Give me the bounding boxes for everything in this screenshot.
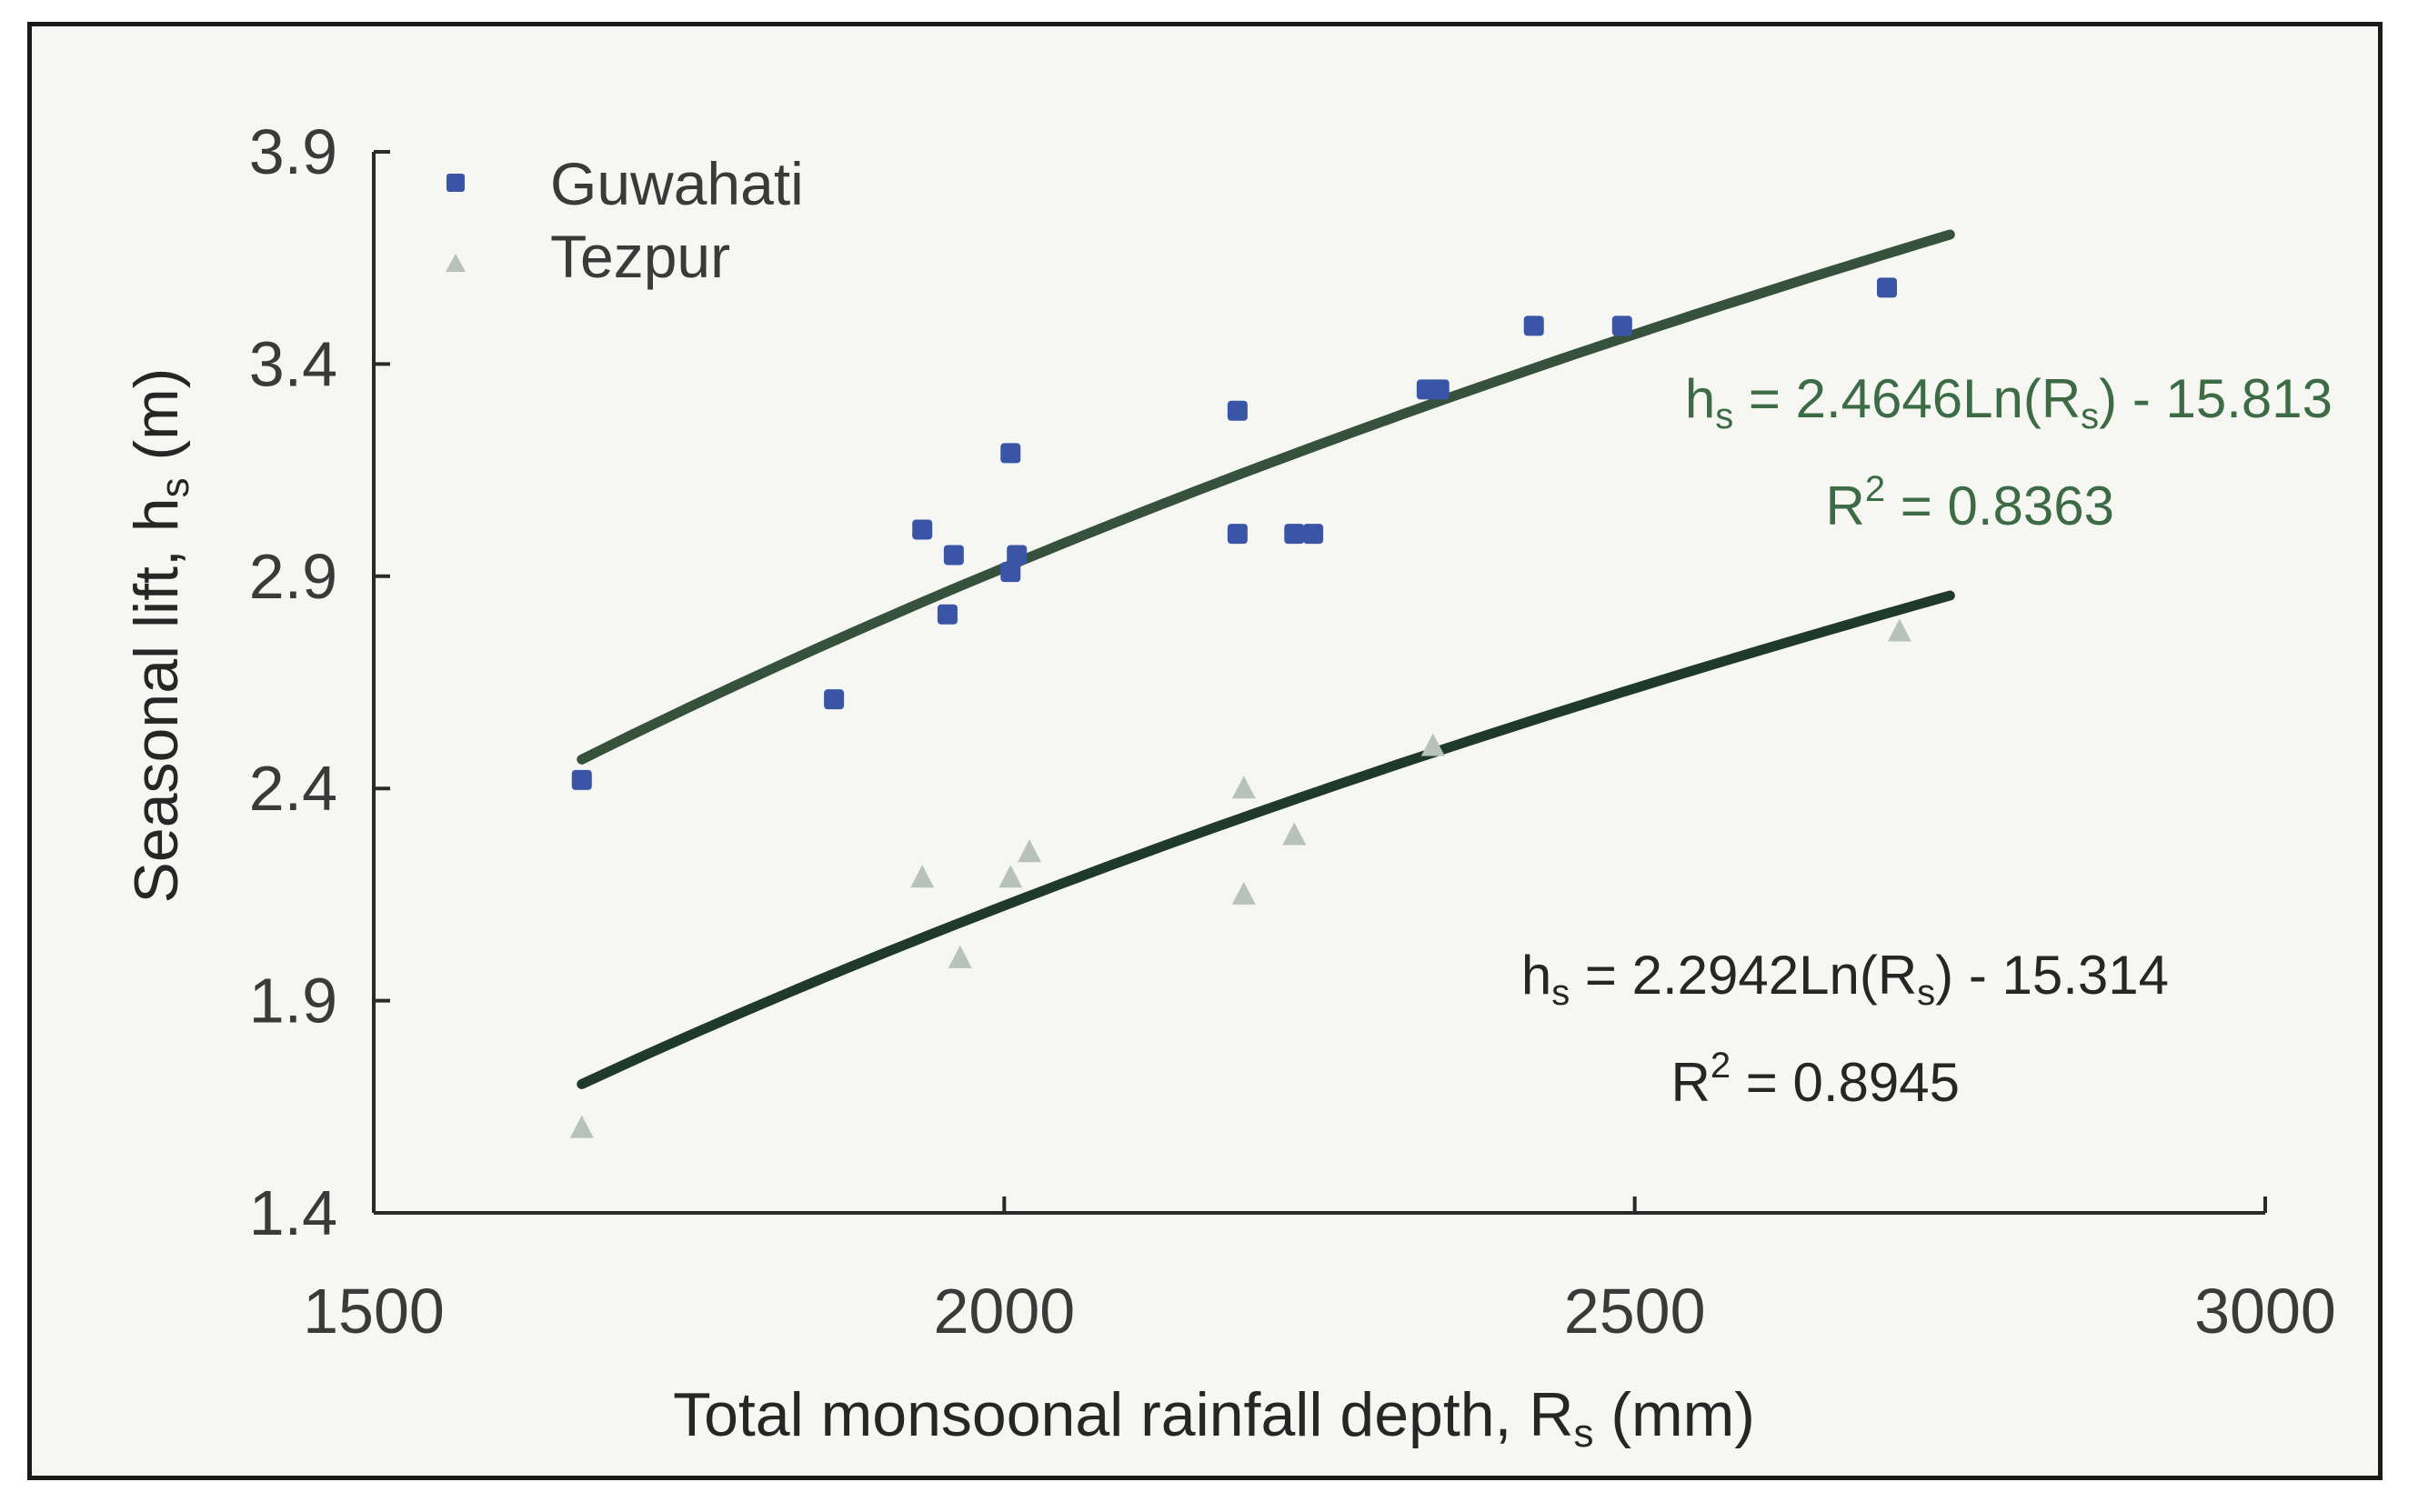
r2-text-tezpur: R2 = 0.8945	[1671, 1046, 1961, 1113]
legend-label-guwahati: Guwahati	[550, 150, 804, 217]
trendline-tezpur	[577, 590, 1955, 1089]
equation-guwahati: hs = 2.4646Ln(Rs) - 15.813 R2 = 0.8363	[1685, 368, 2333, 536]
x-tick-label: 3000	[2194, 1276, 2336, 1347]
point-tezpur	[569, 1115, 594, 1138]
y-tick-label: 3.4	[249, 328, 337, 399]
point-tezpur	[910, 865, 935, 888]
scatter-chart: 1.4 1.9 2.4 2.9 3.4 3.9 1500 2000 2500 3000 Total…	[122, 116, 2336, 1456]
legend-marker-tezpur	[446, 254, 466, 272]
point-guwahati	[824, 689, 845, 710]
point-guwahati	[943, 545, 964, 566]
chart-frame: 1.4 1.9 2.4 2.9 3.4 3.9 1500 2000 2500 3000 Total…	[27, 22, 2383, 1480]
y-tick-label: 2.4	[249, 753, 337, 824]
legend-label-tezpur: Tezpur	[550, 223, 730, 290]
point-guwahati	[1227, 524, 1248, 545]
equation-tezpur: hs = 2.2942Ln(Rs) - 15.314 R2 = 0.8945	[1521, 945, 2169, 1113]
y-tick-label: 3.9	[249, 116, 337, 187]
point-guwahati	[1007, 545, 1028, 566]
point-guwahati	[1000, 562, 1021, 583]
point-guwahati	[1303, 524, 1324, 545]
point-guwahati	[571, 769, 592, 790]
r2-text-guwahati: R2 = 0.8363	[1826, 469, 2115, 536]
plot-axes: 1.4 1.9 2.4 2.9 3.4 3.9 1500 2000 2500 3000	[249, 116, 2336, 1347]
legend: Guwahati Tezpur	[446, 150, 804, 290]
trendlines	[577, 229, 1955, 1089]
point-guwahati	[937, 604, 958, 625]
point-tezpur	[998, 865, 1023, 888]
point-tezpur	[1018, 839, 1042, 863]
x-tick-label: 1500	[303, 1276, 445, 1347]
point-tezpur	[1887, 618, 1911, 642]
trendline-guwahati	[577, 229, 1955, 765]
equation-text-guwahati: hs = 2.4646Ln(Rs) - 15.813	[1685, 368, 2333, 436]
point-tezpur	[1420, 733, 1445, 756]
point-tezpur	[1282, 822, 1307, 846]
point-guwahati	[1000, 443, 1021, 464]
point-tezpur	[948, 945, 972, 968]
point-guwahati	[1227, 400, 1248, 421]
y-axis-title: Seasonal lift, hs (m)	[122, 368, 197, 904]
point-guwahati	[1611, 315, 1632, 336]
x-tick-label: 2000	[933, 1276, 1075, 1347]
point-guwahati	[1284, 524, 1305, 545]
x-axis-title: Total monsoonal rainfall depth, Rs (mm)	[673, 1380, 1755, 1456]
point-guwahati	[912, 519, 933, 540]
data-points	[569, 277, 1911, 1138]
x-tick-label: 2500	[1564, 1276, 1706, 1347]
equation-text-tezpur: hs = 2.2942Ln(Rs) - 15.314	[1521, 945, 2169, 1013]
point-guwahati	[1877, 277, 1897, 298]
legend-marker-guwahati	[446, 174, 465, 192]
y-tick-label: 1.9	[249, 966, 337, 1036]
y-tick-label: 1.4	[249, 1177, 337, 1248]
point-tezpur	[1231, 776, 1256, 799]
point-guwahati	[1523, 315, 1544, 336]
point-tezpur	[1231, 881, 1256, 905]
y-tick-label: 2.9	[249, 541, 337, 612]
point-guwahati	[1429, 379, 1450, 400]
